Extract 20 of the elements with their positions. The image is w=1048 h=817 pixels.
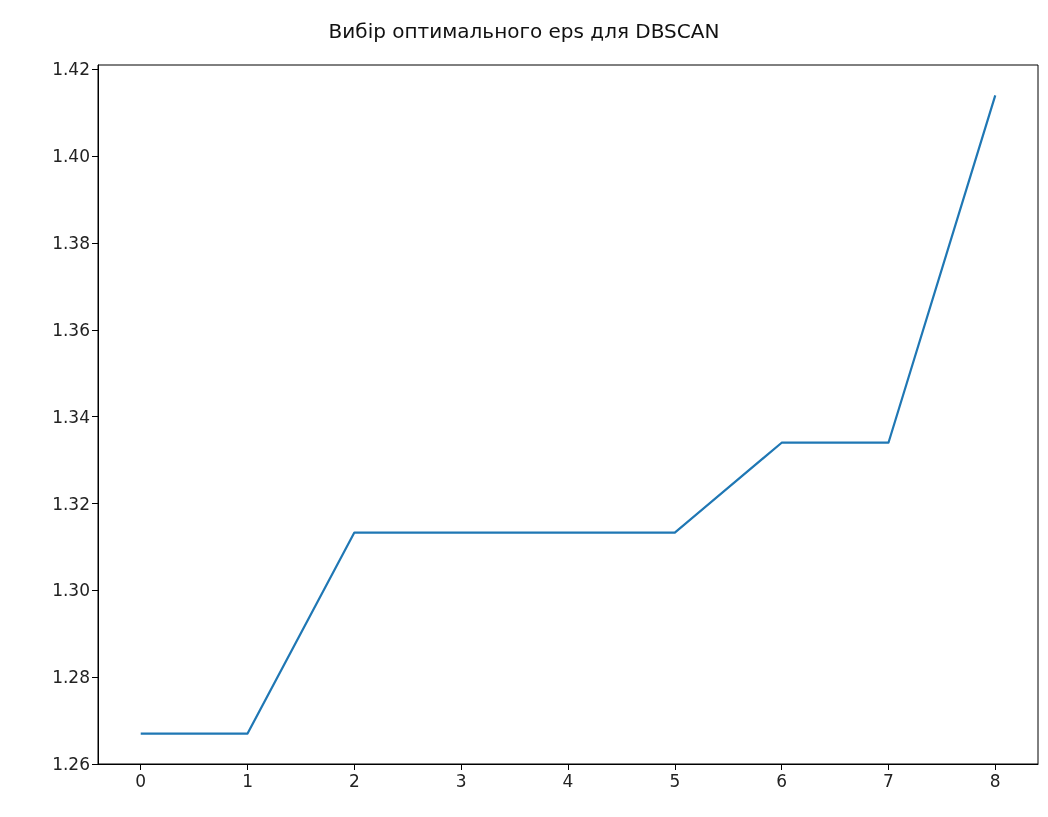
x-tick-label: 4	[562, 770, 574, 791]
y-tick-label: 1.34	[52, 406, 90, 427]
line-series	[139, 94, 997, 735]
y-tick-label: 1.42	[52, 59, 90, 80]
y-tick-label: 1.26	[52, 754, 90, 774]
y-tick-label: 1.38	[52, 233, 90, 254]
x-tick-label: 3	[455, 770, 467, 791]
x-tick-label: 1	[242, 770, 253, 791]
y-tick-label: 1.30	[52, 580, 90, 601]
x-tick-label: 0	[135, 770, 147, 791]
x-tick-label: 8	[989, 770, 1001, 791]
y-tick-label: 1.40	[52, 146, 90, 167]
x-tick-label: 2	[348, 770, 360, 791]
chart-title: Вибір оптимального eps для DBSCAN	[328, 19, 720, 43]
y-tick-label: 1.32	[52, 493, 90, 514]
y-tick-label: 1.36	[52, 319, 90, 340]
x-tick-label: 7	[883, 770, 894, 791]
x-tick-label: 5	[669, 770, 681, 791]
y-tick-label: 1.28	[52, 667, 90, 688]
x-tick-label: 6	[776, 770, 788, 791]
